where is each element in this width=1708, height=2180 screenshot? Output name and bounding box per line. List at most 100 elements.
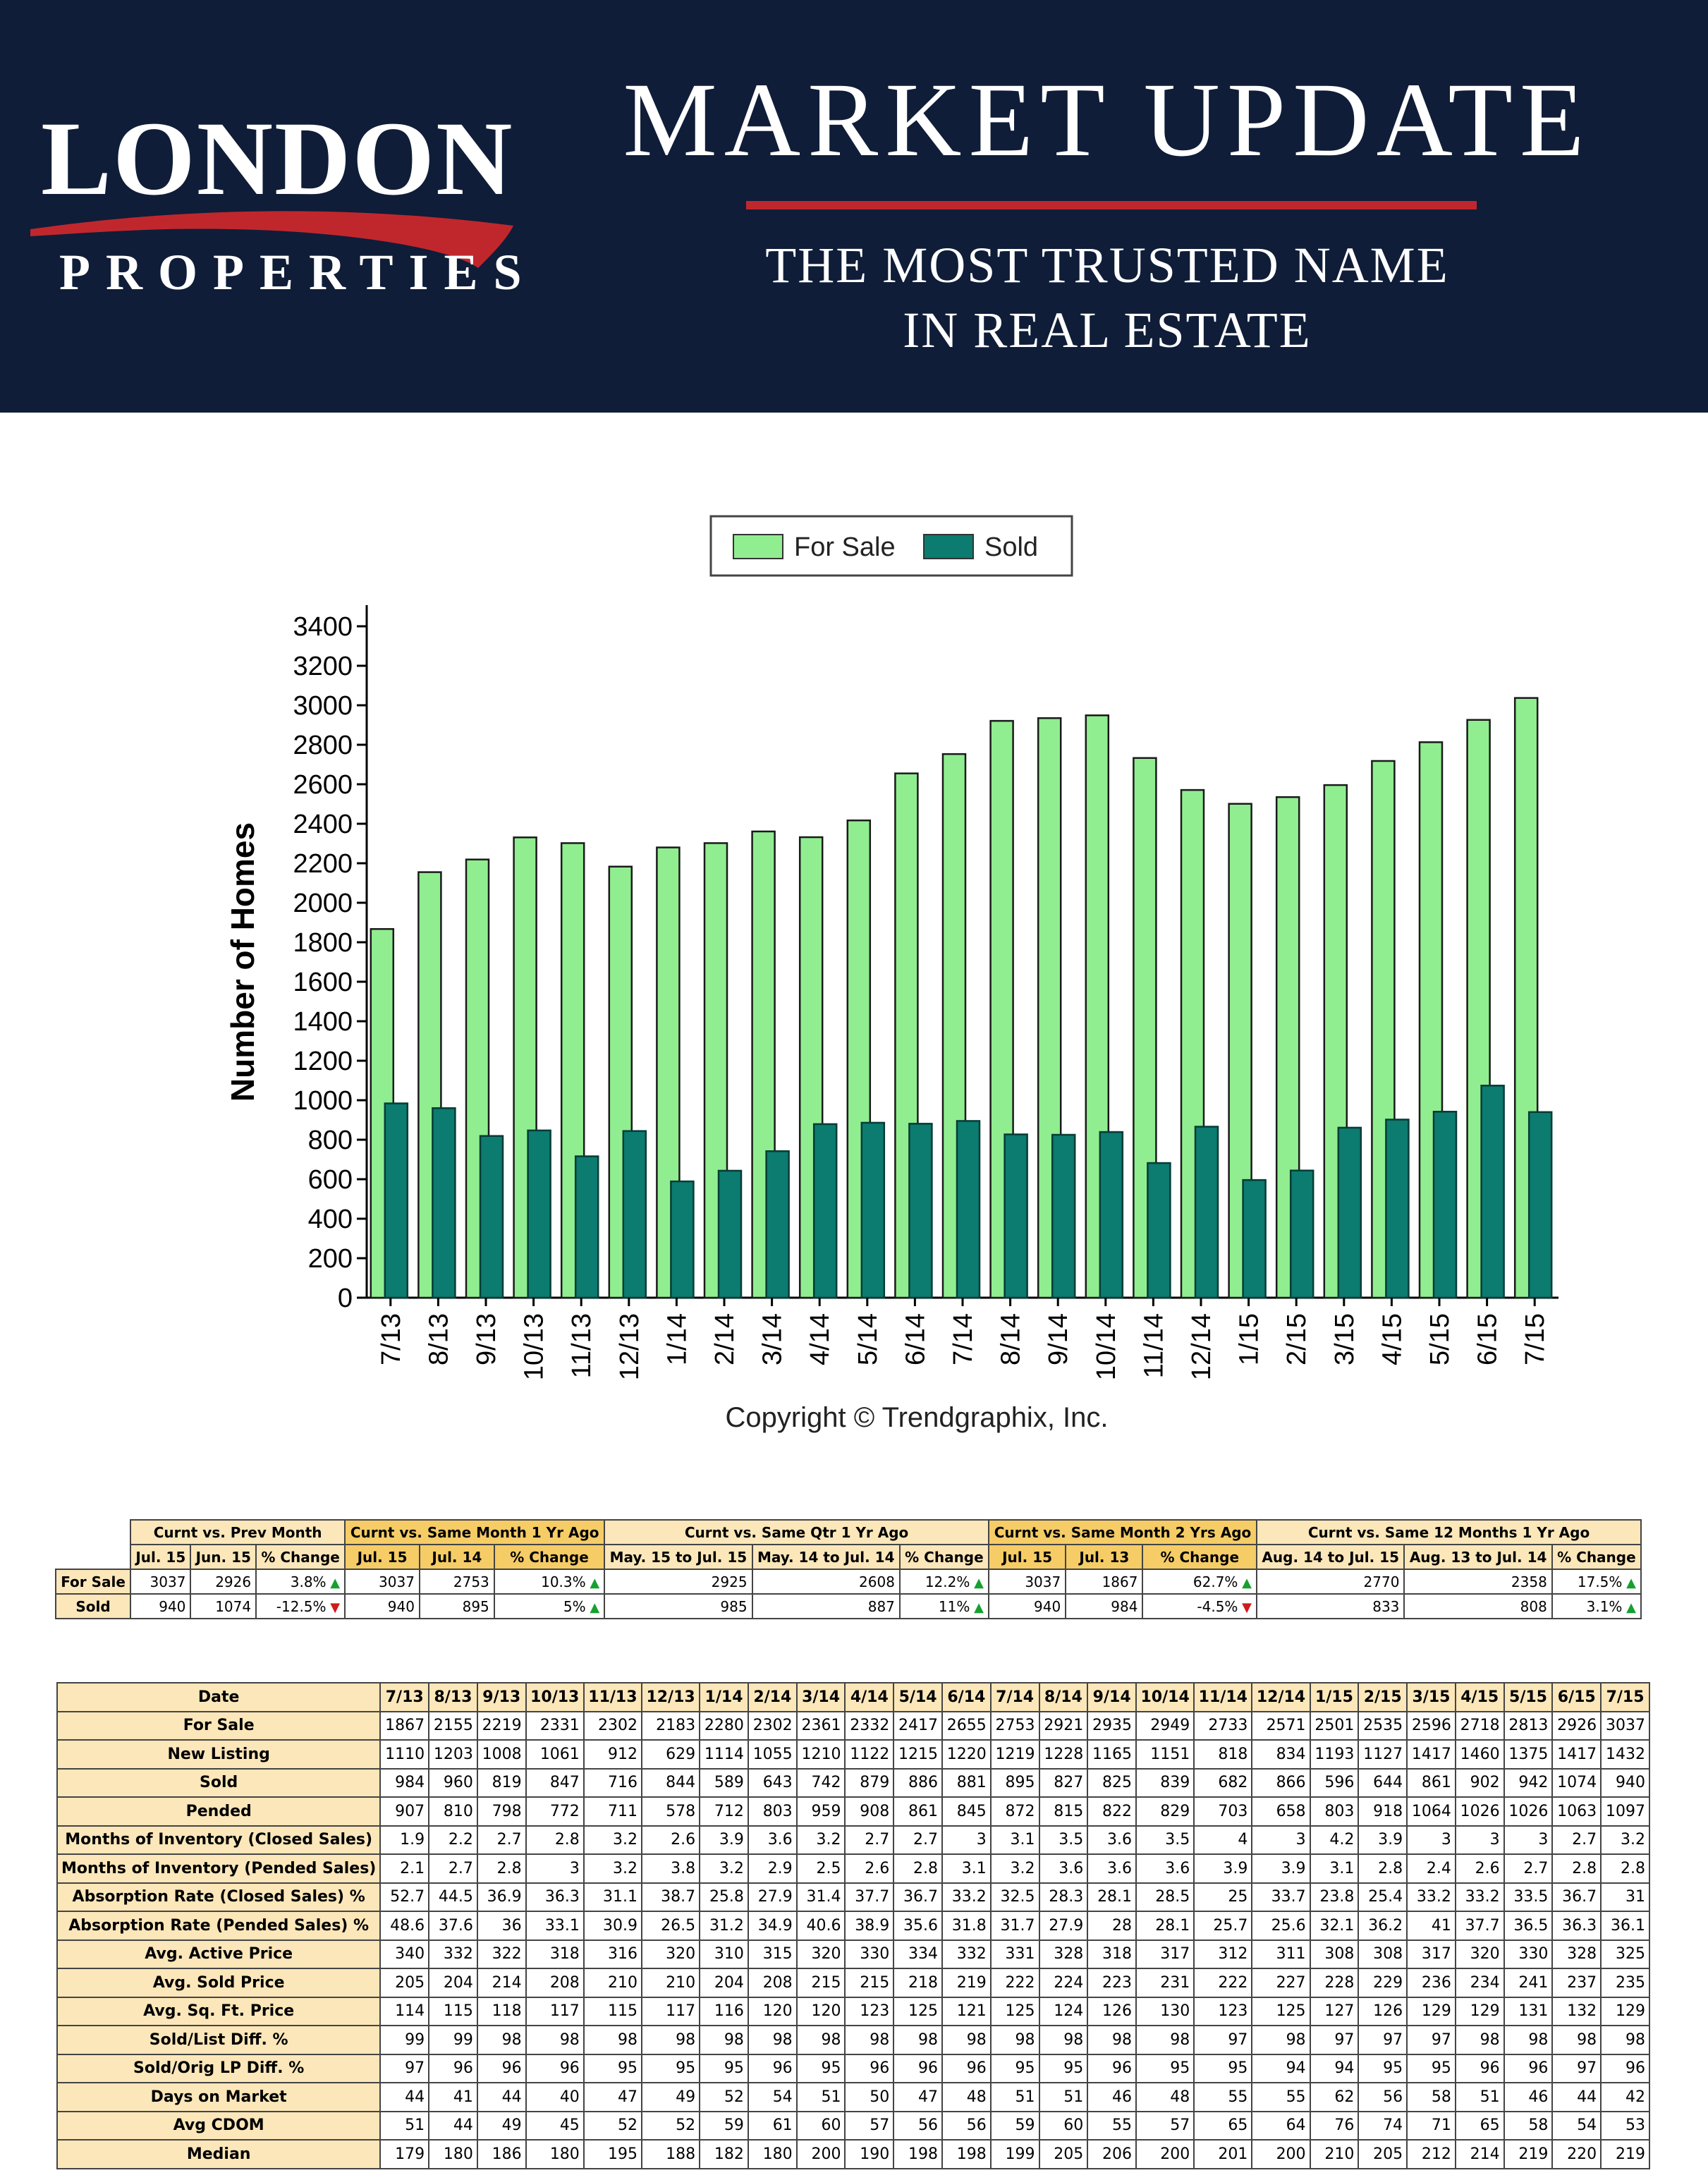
detail-cell: 2.7 — [844, 1825, 895, 1855]
detail-cell: 36.9 — [476, 1882, 527, 1912]
detail-cell: 36.1 — [1600, 1911, 1650, 1941]
month-column-header: 4/14 — [844, 1682, 895, 1712]
detail-cell: 3.5 — [1038, 1825, 1089, 1855]
detail-cell: 902 — [1454, 1767, 1505, 1798]
detail-cell: 198 — [893, 2139, 943, 2169]
detail-cell: 3.2 — [1600, 1825, 1650, 1855]
detail-cell: 1122 — [844, 1739, 895, 1770]
detail-cell: 1432 — [1600, 1739, 1650, 1770]
detail-cell: 4.2 — [1309, 1825, 1360, 1855]
bar-for-sale — [751, 830, 776, 1299]
detail-cell: 825 — [1087, 1767, 1137, 1798]
detail-cell: 96 — [1600, 2053, 1650, 2083]
detail-cell: 199 — [989, 2139, 1040, 2169]
detail-cell: 2813 — [1503, 1710, 1554, 1741]
detail-cell: 59 — [989, 2110, 1040, 2141]
detail-cell: 3.1 — [1309, 1853, 1360, 1884]
detail-cell: 3 — [1503, 1825, 1554, 1855]
detail-row-label: Avg CDOM — [56, 2110, 382, 2141]
bar-chart: For Sale Sold 0 200 400 600 800 1000 1200 1400 160… — [224, 515, 1558, 1380]
detail-cell: 28.1 — [1087, 1882, 1137, 1912]
detail-cell: 96 — [1454, 2053, 1505, 2083]
summary-cell: 3.1% ▲ — [1551, 1593, 1642, 1619]
detail-cell: 334 — [893, 1939, 943, 1969]
bar-sold — [574, 1155, 599, 1299]
detail-cell: 881 — [941, 1767, 992, 1798]
y-tick-label: 2400 — [293, 810, 353, 839]
detail-row-label: Avg. Sold Price — [56, 1968, 382, 1998]
detail-cell: 116 — [699, 1996, 749, 2026]
detail-row-label: Sold — [56, 1767, 382, 1798]
x-tick-label: 2/15 — [1282, 1313, 1312, 1365]
detail-cell: 1114 — [699, 1739, 749, 1770]
detail-cell: 2.6 — [1454, 1853, 1505, 1884]
detail-cell: 38.7 — [640, 1882, 701, 1912]
detail-row: Days on Market 44 41 44 40 47 49 52 54 51 50 47 48 51… — [56, 2082, 1650, 2112]
month-column-header: 8/13 — [428, 1682, 478, 1712]
summary-cell: 2925 — [604, 1569, 753, 1595]
detail-cell: 3 — [1406, 1825, 1456, 1855]
summary-row-label: For Sale — [54, 1569, 132, 1595]
detail-cell: 3.2 — [582, 1825, 642, 1855]
detail-cell: 3.2 — [582, 1853, 642, 1884]
detail-cell: 2596 — [1406, 1710, 1456, 1741]
month-column-header: 7/13 — [379, 1682, 430, 1712]
summary-cell: 10.3% ▲ — [493, 1569, 606, 1595]
detail-cell: 2219 — [476, 1710, 527, 1741]
detail-cell: 25.4 — [1358, 1882, 1408, 1912]
detail-cell: 99 — [379, 2025, 430, 2055]
detail-cell: 97 — [379, 2053, 430, 2083]
detail-cell: 241 — [1503, 1968, 1554, 1998]
detail-row-label: Pended — [56, 1796, 382, 1827]
bar-sold — [527, 1129, 551, 1299]
detail-cell: 328 — [1038, 1939, 1089, 1969]
detail-cell: 918 — [1358, 1796, 1408, 1827]
month-column-header: 11/13 — [582, 1682, 642, 1712]
detail-cell: 98 — [747, 2025, 798, 2055]
detail-cell: 44 — [1551, 2082, 1602, 2112]
bar-sold — [1480, 1085, 1505, 1299]
detail-row: Avg CDOM 51 44 49 45 52 52 59 61 60 57 56 56 59 60 55 57… — [56, 2110, 1650, 2141]
detail-cell: 117 — [640, 1996, 701, 2026]
detail-cell: 907 — [379, 1796, 430, 1827]
detail-cell: 2.7 — [893, 1825, 943, 1855]
summary-corner — [56, 1520, 130, 1545]
detail-cell: 2417 — [893, 1710, 943, 1741]
detail-cell: 180 — [747, 2139, 798, 2169]
detail-cell: 844 — [640, 1767, 701, 1798]
detail-cell: 212 — [1406, 2139, 1456, 2169]
summary-row-label: Sold — [54, 1593, 132, 1619]
y-tick-label: 2600 — [293, 770, 353, 800]
detail-cell: 50 — [844, 2082, 895, 2112]
detail-cell: 129 — [1406, 1996, 1456, 2026]
detail-cell: 56 — [1358, 2082, 1408, 2112]
detail-cell: 1026 — [1503, 1796, 1554, 1827]
detail-cell: 44 — [476, 2082, 527, 2112]
summary-subheader: May. 15 to Jul. 15 — [604, 1544, 753, 1570]
detail-cell: 60 — [795, 2110, 846, 2141]
detail-cell: 115 — [428, 1996, 478, 2026]
detail-cell: 96 — [1087, 2053, 1137, 2083]
x-tick-label: 3/15 — [1330, 1313, 1360, 1365]
detail-cell: 3.1 — [989, 1825, 1040, 1855]
detail-cell: 48 — [941, 2082, 992, 2112]
detail-cell: 96 — [1503, 2053, 1554, 2083]
detail-cell: 2183 — [640, 1710, 701, 1741]
detail-cell: 115 — [582, 1996, 642, 2026]
detail-cell: 55 — [1087, 2110, 1137, 2141]
logo-swoosh-icon — [30, 211, 513, 268]
detail-row-label: Days on Market — [56, 2082, 382, 2112]
detail-cell: 26.5 — [640, 1911, 701, 1941]
bar-sold — [1385, 1119, 1410, 1299]
month-column-header: 4/15 — [1454, 1682, 1505, 1712]
detail-cell: 227 — [1251, 1968, 1311, 1998]
bar-sold — [1051, 1133, 1076, 1299]
detail-cell: 231 — [1135, 1968, 1195, 1998]
bar-sold — [384, 1102, 409, 1299]
detail-cell: 2655 — [941, 1710, 992, 1741]
detail-cell: 25.6 — [1251, 1911, 1311, 1941]
y-tick-label: 1400 — [293, 1007, 353, 1037]
detail-cell: 3.6 — [1038, 1853, 1089, 1884]
detail-cell: 57 — [844, 2110, 895, 2141]
detail-cell: 53 — [1600, 2110, 1650, 2141]
